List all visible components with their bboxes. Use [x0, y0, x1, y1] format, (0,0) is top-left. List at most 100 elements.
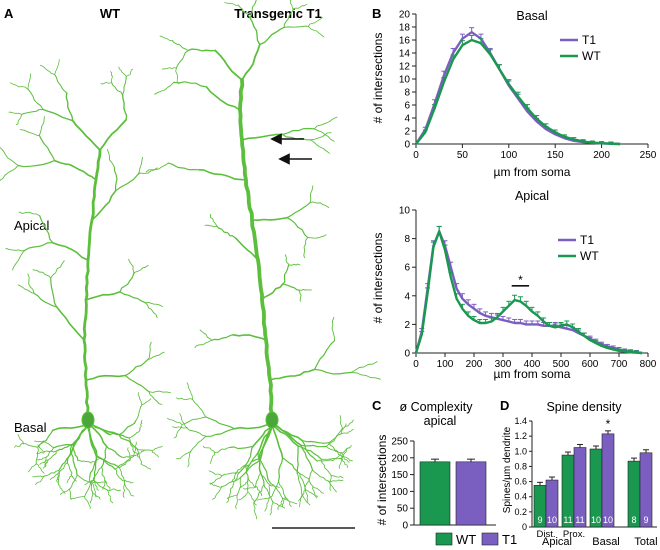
dendrite-branch [117, 466, 126, 485]
dendrite-branch [24, 242, 54, 251]
dendrite-branch [89, 492, 94, 504]
dendrite-branch [328, 428, 343, 444]
apical-point-wt [467, 315, 469, 317]
dendrite-branch [259, 459, 272, 485]
apical-point-t1 [479, 312, 481, 314]
dendrite-branch [128, 437, 134, 451]
dendrite-branch [171, 39, 189, 52]
dendrite-branch [50, 277, 58, 308]
basal-point-wt [489, 53, 491, 55]
spine-y-tick-label: 1.2 [514, 431, 527, 441]
apical-point-wt [427, 292, 429, 294]
apical-point-wt [531, 310, 533, 313]
dendrite-branch [176, 450, 192, 460]
apical-x-tick-label: 500 [553, 359, 570, 370]
dendrite-branch [22, 108, 44, 115]
dendrite-branch [167, 418, 183, 425]
basal-point-wt [545, 125, 547, 128]
basal-x-tick-label: 200 [593, 150, 610, 161]
spine-y-tick-label: 0.6 [514, 477, 527, 487]
dendrite-branch [124, 483, 135, 497]
dendrite-branch [55, 444, 73, 452]
dendrite-branch [243, 486, 256, 490]
dendrite-branch [37, 429, 54, 448]
dendrite-branch [27, 73, 31, 90]
spine-subgroup-label: Prox. [563, 529, 585, 540]
apical-y-tick-label: 10 [399, 206, 411, 217]
apical-point-wt [514, 299, 516, 301]
dendrite-branch [159, 35, 173, 41]
complexity-y-tick-label: 100 [391, 487, 408, 498]
dendrite-branch [255, 471, 262, 487]
apical-point-wt [444, 249, 446, 251]
spine-n-label-wt: 10 [591, 515, 601, 525]
spine-n-label-wt: 9 [537, 515, 542, 525]
dendrite-branch [277, 457, 284, 482]
apical-series-t1 [414, 225, 643, 355]
dendrite-branch [87, 423, 108, 448]
basal-legend-wt-label: WT [582, 49, 601, 63]
apical-point-wt [473, 319, 475, 321]
dendrite-branch [301, 440, 330, 444]
dendrite-branch [19, 129, 40, 136]
dendrite-branch [226, 488, 231, 503]
dendrite-branch [71, 423, 89, 446]
dendrite-branch [109, 432, 130, 439]
complexity-subtitle: apical [424, 414, 457, 428]
dendrite-branch [229, 445, 254, 450]
dendrite-branch [66, 462, 73, 475]
dendrite-branch [85, 374, 127, 381]
dendrite-branch [271, 423, 284, 459]
dendrite-branch [332, 451, 343, 462]
basal-point-wt [573, 138, 575, 141]
dendrite-branch [141, 398, 152, 406]
dendrite-branch [235, 237, 259, 261]
apical-point-wt [612, 348, 614, 351]
dendrite-branch [256, 497, 270, 501]
apical-trunk [238, 78, 274, 422]
dendrite-branch [192, 398, 207, 418]
spine-density-bar-chart: Spine density Spines/µm dendrite 0 0.2 0.4… [502, 400, 658, 548]
apical-point-wt [450, 276, 452, 278]
dendrite-branch [139, 419, 143, 430]
basal-point-t1 [452, 52, 454, 54]
dendrite-branch [154, 81, 175, 95]
dendrite-branch [214, 446, 231, 453]
dendrite-branch [58, 462, 68, 474]
dendrite-branch [268, 480, 279, 499]
dendrite-branch [118, 434, 138, 450]
dendrite-branch [241, 43, 261, 81]
apical-chart-title: Apical [515, 189, 549, 203]
dendrite-branch [299, 473, 307, 491]
dendrite-branch [236, 477, 242, 496]
complexity-y-tick-label: 50 [397, 504, 409, 515]
apical-legend-wt-label: WT [580, 249, 599, 263]
apical-y-tick-label: 8 [404, 234, 410, 245]
dendrite-branch [27, 273, 35, 294]
dendrite-branch [107, 489, 114, 504]
panel-c-letter: C [372, 398, 382, 413]
dendrite-branch [303, 237, 309, 259]
dendrite-branch [305, 489, 319, 497]
dendrite-branch [320, 457, 341, 460]
dendrite-branch [110, 71, 113, 84]
apical-point-wt [496, 316, 498, 318]
dendrite-branch [8, 111, 24, 115]
apical-point-wt [461, 308, 463, 310]
apical-point-wt [537, 315, 539, 317]
dendrite-branch [148, 390, 171, 394]
dendrite-branch [226, 494, 238, 499]
dendrite-branch [234, 464, 247, 474]
dendrite-branch [140, 463, 152, 470]
dendrite-branch [329, 475, 332, 491]
dendrite-branch [60, 488, 71, 496]
basal-y-axis-label: # of intersections [371, 33, 385, 124]
dendrite-branch [313, 116, 338, 130]
basal-sholl-chart: Basal # of intersections µm from soma 0 2… [371, 9, 657, 179]
dendrite-branch [205, 416, 236, 430]
dendrite-branch [209, 213, 219, 229]
dendrite-branch [245, 445, 254, 466]
dendrite-branch [247, 491, 257, 506]
dendrite-branch [100, 82, 113, 85]
apical-point-wt [519, 300, 522, 303]
